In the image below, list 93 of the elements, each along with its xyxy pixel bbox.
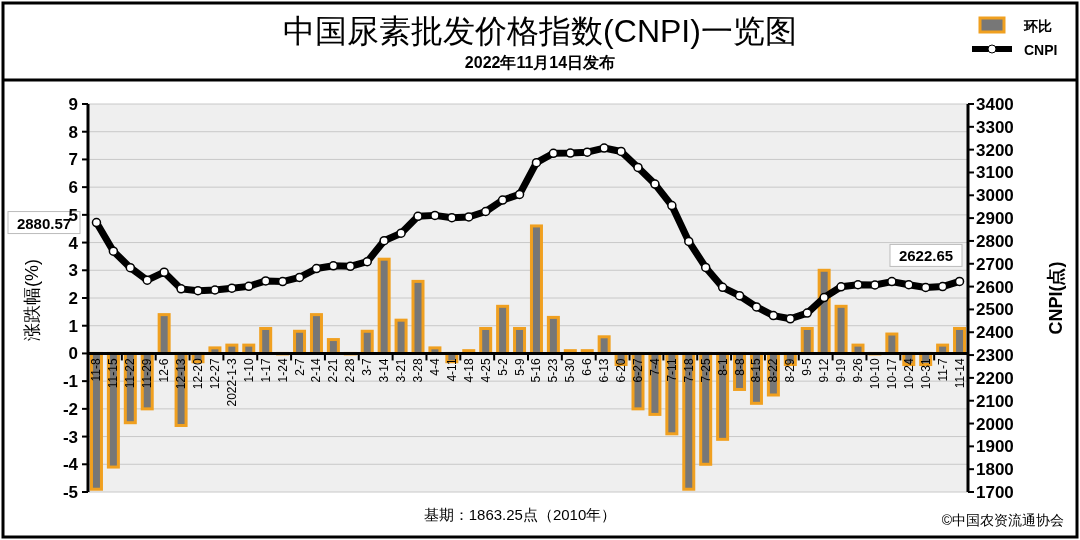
x-tick-label: 2-7 (292, 358, 307, 376)
x-tick-label: 5-16 (529, 358, 544, 383)
x-tick-label: 10-31 (918, 358, 933, 390)
x-tick-label: 7-11 (664, 358, 679, 382)
x-tick-label: 11-8 (89, 358, 104, 382)
y-tick-label: 8 (68, 122, 78, 142)
x-tick-label: 8-29 (783, 358, 798, 383)
y2-tick-label: 1800 (976, 460, 1014, 480)
y2-tick-label: 3100 (976, 163, 1014, 183)
y-tick-label: 2 (68, 289, 78, 308)
y-tick-label: 6 (68, 178, 78, 198)
x-tick-label: 8-15 (749, 358, 764, 383)
y-tick-label: -1 (62, 372, 78, 392)
x-tick-label: 4-11 (444, 358, 459, 382)
chart-subtitle: 2022年11月14日发布 (464, 54, 616, 71)
x-tick-label: 2-21 (326, 358, 341, 383)
y-tick-label: -2 (62, 399, 78, 419)
x-tick-label: 12-6 (157, 358, 172, 383)
x-tick-label: 9-19 (834, 358, 849, 383)
y-tick-label: -5 (62, 483, 78, 502)
x-tick-label: 12-13 (174, 358, 189, 390)
y2-axis-title: CNPI(点) (1046, 261, 1066, 335)
x-tick-label: 10-24 (901, 358, 916, 390)
x-tick-label: 6-13 (597, 358, 612, 383)
text: 基期：1863.25点（2010年） (423, 506, 617, 523)
y2-tick-label: 2900 (976, 209, 1014, 229)
y2-tick-label: 2100 (976, 391, 1014, 411)
x-tick-label: 7-25 (698, 358, 713, 383)
x-tick-label: 2-14 (309, 358, 324, 383)
y-tick-label: 9 (68, 95, 78, 114)
x-tick-label: 1-17 (258, 358, 273, 383)
x-tick-label: 7-18 (681, 358, 696, 383)
y-tick-label: 4 (68, 233, 79, 253)
x-tick-label: 5-9 (512, 358, 527, 376)
x-tick-label: 4-18 (461, 358, 476, 383)
y2-tick-label: 1700 (976, 483, 1014, 502)
x-tick-label: 9-12 (817, 358, 832, 383)
x-tick-label: 9-26 (851, 358, 865, 383)
y2-tick-label: 2200 (976, 368, 1014, 388)
x-tick-label: 11-29 (140, 358, 155, 389)
x-tick-label: 6-6 (580, 358, 595, 376)
chart-title: 中国尿素批发价格指数(CNPI)一览图 (283, 13, 797, 49)
x-tick-label: 12-20 (191, 358, 205, 390)
x-tick-label: 4-4 (427, 358, 442, 376)
x-tick-label: 11-22 (123, 358, 138, 389)
y-tick-label: -3 (62, 427, 78, 447)
x-tick-label: 4-25 (478, 358, 493, 383)
y-tick-label: 3 (68, 261, 78, 281)
text: ©中国农资流通协会 (941, 512, 1064, 528)
x-tick-label: 11-15 (106, 358, 121, 389)
y-tick-label: 1 (68, 316, 78, 336)
x-tick-label: 1-24 (275, 358, 290, 383)
y2-tick-label: 2000 (976, 414, 1014, 434)
x-tick-label: 3-28 (411, 358, 425, 383)
legend-label: CNPI (1024, 42, 1058, 58)
y2-tick-label: 2400 (976, 323, 1014, 343)
x-tick-label: 8-1 (715, 358, 730, 376)
y2-tick-label: 2500 (976, 300, 1014, 320)
y2-tick-label: 3400 (976, 95, 1014, 114)
x-tick-label: 10-10 (867, 358, 882, 390)
legend-label: 环比 (1023, 18, 1052, 34)
x-tick-label: 6-27 (631, 358, 645, 383)
y2-tick-label: 2700 (976, 254, 1014, 274)
x-tick-label: 3-14 (377, 358, 392, 383)
y-tick-label: 7 (68, 150, 78, 170)
y2-tick-label: 3300 (976, 117, 1014, 137)
x-tick-label: 2-28 (343, 358, 358, 383)
x-tick-label: 7-4 (647, 358, 662, 376)
x-tick-label: 8-22 (766, 358, 781, 383)
x-tick-label: 5-23 (546, 358, 561, 383)
y-tick-label: 0 (68, 344, 78, 364)
x-tick-label: 5-2 (495, 358, 510, 376)
x-tick-label: 3-21 (394, 358, 409, 383)
data-label: 2622.65 (898, 247, 954, 265)
x-tick-label: 11-7 (935, 358, 950, 382)
x-tick-label: 1-10 (241, 358, 256, 383)
x-tick-label: 11-14 (952, 358, 967, 389)
x-tick-label: 9-5 (800, 358, 815, 376)
y2-tick-label: 3000 (976, 186, 1014, 206)
x-tick-label: 12-27 (207, 358, 222, 390)
y2-tick-label: 3200 (976, 140, 1014, 160)
y-tick-label: -4 (62, 455, 79, 475)
x-tick-label: 2022-1-3 (224, 358, 239, 407)
x-tick-label: 8-8 (732, 358, 747, 376)
y-axis-title: 涨跌幅(%) (22, 259, 42, 341)
y2-tick-label: 2300 (976, 346, 1014, 366)
x-tick-label: 3-7 (360, 358, 375, 376)
x-tick-label: 5-30 (563, 358, 578, 383)
y2-tick-label: 2800 (976, 231, 1014, 251)
y2-tick-label: 2600 (976, 277, 1014, 297)
x-tick-label: 10-17 (884, 358, 899, 390)
y2-tick-label: 1900 (976, 437, 1014, 457)
x-tick-label: 6-20 (614, 358, 629, 383)
